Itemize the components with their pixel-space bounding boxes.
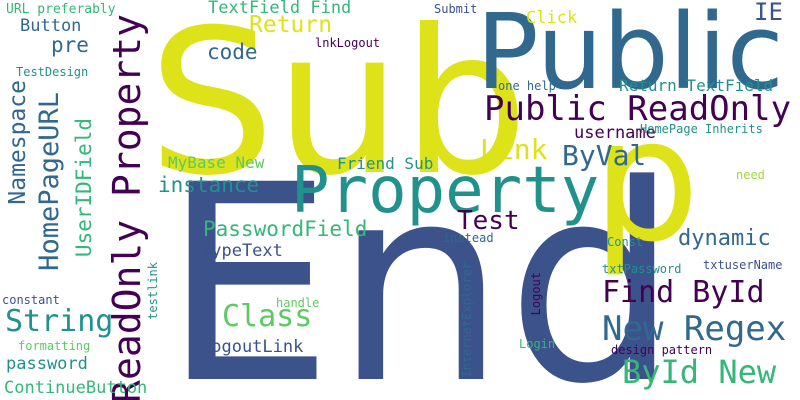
word-useridfield: UserIDField [72,118,96,258]
word-new-regex: New Regex [602,309,787,349]
word-byval: ByVal [562,139,647,172]
word-ie: IE [754,0,783,26]
word-string: String [5,304,114,339]
word-end: End [162,128,679,400]
word-const: Const [607,235,644,249]
word-testlink: testlink [146,262,160,320]
word-logoutlink: LogoutLink [201,337,304,357]
word-friend-sub: Friend Sub [337,154,434,173]
word-logout: Logout [529,272,543,316]
word-need: need [736,168,765,182]
word-instance: instance [158,173,260,197]
word-code: code [207,40,258,64]
word-byid-new: ById New [622,353,777,391]
word-click: Click [526,8,578,28]
word-return: Return [249,12,333,38]
word-one-help: one help [498,79,556,93]
word-textfield-find: TextField Find [208,0,352,18]
word-link: Link [480,133,548,166]
word-handle: handle [276,296,320,310]
word-p: p [592,82,700,280]
word-password: password [6,354,88,374]
word-class: Class [222,299,313,334]
word-sub: Sub [148,0,529,220]
word-homepageurl: HomePageURL [34,92,65,271]
word-mybase-new: MyBase New [168,153,265,172]
word-formatting: formatting [18,339,91,353]
word-test: Test [457,206,520,236]
word-find-byid: Find ById [602,275,765,310]
word-testdesign: TestDesign [16,65,89,79]
word-design-pattern: design pattern [611,343,713,357]
word-public-readonly: Public ReadOnly [484,89,792,129]
word-pre: pre [51,33,89,57]
word-txtusername: txtuserName [703,258,783,272]
word-continuebutton: ContinueButton [4,378,148,398]
word-property: Property [291,154,600,228]
word-homepage-inherits: HomePage Inherits [640,122,763,136]
word-dynamic: dynamic [678,226,771,251]
word-typetext: TypeText [201,241,283,261]
word-readonly-property: ReadOnly Property [105,14,149,400]
word-namespace: Namespace [5,80,31,205]
word-constant: constant [2,293,60,307]
word-instead: instead [443,231,494,245]
word-lnklogout: lnkLogout [315,36,381,50]
word-login: Login [519,337,556,351]
word-username: username [574,123,656,143]
word-return-textfield: Return TextField [619,76,774,95]
word-public: Public [476,0,784,113]
word-submit: Submit [434,2,478,16]
word-button: Button [20,16,82,36]
word-txtpassword: txtPassword [602,262,682,276]
word-internetexplorer: InternetExplorer [460,262,474,378]
word-url-preferably: URL preferably [6,2,116,17]
word-passwordfield: PasswordField [203,217,368,241]
